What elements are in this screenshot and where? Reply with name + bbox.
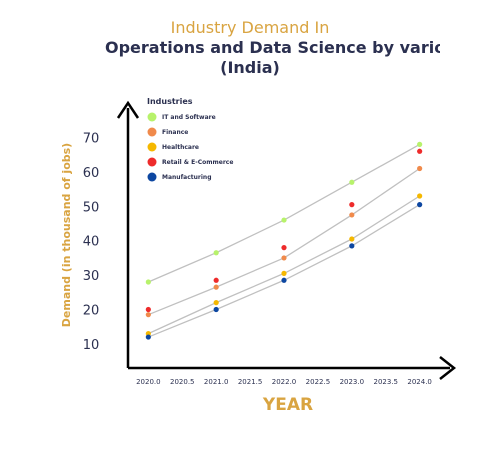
legend-label-finance: Finance	[162, 129, 188, 136]
series-points	[145, 141, 423, 340]
legend-swatch-it-and-software	[147, 112, 157, 122]
data-point-retail-e-commerce-0	[145, 306, 151, 313]
data-point-it-and-software-1	[213, 250, 219, 256]
legend-swatch-finance	[147, 127, 157, 137]
data-point-it-and-software-2	[281, 217, 287, 223]
data-point-it-and-software-3	[349, 179, 355, 185]
y-axis-arrow	[116, 100, 140, 119]
x-axis-arrow	[439, 356, 457, 380]
data-point-it-and-software-4	[417, 141, 423, 147]
y-tick-label: 50	[83, 200, 100, 215]
data-point-manufacturing-1	[213, 306, 219, 313]
legend-swatch-manufacturing	[147, 172, 157, 182]
x-tick-label: 2023.0	[340, 378, 365, 386]
legend-swatch-retail-e-commerce	[147, 157, 157, 167]
data-point-healthcare-2	[281, 270, 287, 276]
y-tick-label: 70	[83, 132, 100, 147]
y-tick-label: 20	[83, 304, 100, 319]
chart-title-line3: (India)	[220, 58, 280, 77]
x-tick-label: 2021.5	[238, 378, 263, 386]
legend-label-retail-e-commerce: Retail & E-Commerce	[162, 159, 233, 166]
data-point-it-and-software-0	[145, 279, 151, 285]
legend-title: Industries	[147, 97, 193, 106]
data-point-finance-0	[145, 312, 151, 318]
y-tick-label: 30	[83, 269, 100, 284]
legend-label-healthcare: Healthcare	[162, 144, 199, 151]
data-point-retail-e-commerce-4	[417, 148, 423, 154]
legend: Industries IT and Software Finance Healthca…	[147, 97, 233, 182]
data-point-healthcare-3	[349, 236, 355, 242]
y-tick-label: 60	[83, 166, 100, 181]
chart-axes	[116, 100, 457, 380]
x-axis-label: YEAR	[262, 395, 313, 415]
y-tick-label: 40	[83, 235, 100, 250]
data-point-healthcare-4	[417, 193, 423, 199]
legend-label-it-and-software: IT and Software	[162, 114, 216, 121]
chart-title-line2: Operations and Data Science by various s…	[105, 38, 440, 57]
x-ticks: 2020.0 2020.5 2021.0 2021.5 2022.0 2022.5 2023…	[136, 378, 432, 386]
data-point-finance-3	[349, 212, 355, 218]
series-line-finance	[148, 167, 421, 316]
y-ticks: 10 20 30 40 50 60 70	[83, 132, 100, 353]
data-point-retail-e-commerce-3	[349, 202, 355, 208]
x-tick-label: 2022.0	[272, 378, 297, 386]
data-point-manufacturing-2	[281, 277, 287, 283]
legend-swatch-healthcare	[147, 142, 157, 152]
x-tick-label: 2020.5	[170, 378, 195, 386]
data-point-finance-1	[213, 284, 219, 290]
chart-title-line1: Industry Demand In	[170, 18, 330, 37]
x-tick-label: 2020.0	[136, 378, 161, 386]
y-axis-label: Demand (in thousand of jobs)	[60, 143, 73, 327]
x-tick-label: 2023.5	[373, 378, 398, 386]
data-point-healthcare-1	[213, 300, 219, 306]
data-point-retail-e-commerce-2	[281, 245, 287, 251]
x-tick-label: 2024.0	[407, 378, 432, 386]
data-point-manufacturing-3	[349, 243, 355, 249]
data-point-manufacturing-4	[417, 202, 423, 208]
x-tick-label: 2021.0	[204, 378, 229, 386]
data-point-finance-4	[417, 165, 423, 172]
data-point-retail-e-commerce-1	[213, 277, 219, 283]
data-point-manufacturing-0	[145, 334, 151, 340]
x-tick-label: 2022.5	[306, 378, 331, 386]
y-tick-label: 10	[83, 338, 100, 353]
data-point-finance-2	[281, 255, 287, 261]
legend-label-manufacturing: Manufacturing	[162, 174, 212, 181]
